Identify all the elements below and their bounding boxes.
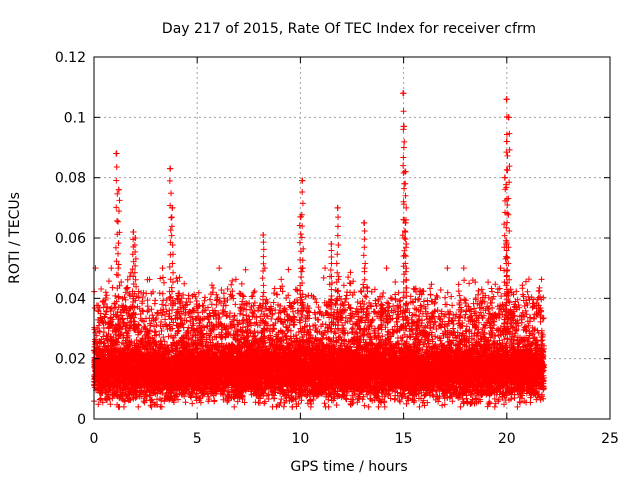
data-point — [122, 303, 129, 310]
data-point — [229, 277, 236, 284]
data-point — [180, 291, 187, 298]
data-point — [232, 276, 239, 283]
data-point — [208, 282, 215, 289]
data-point — [91, 326, 98, 333]
data-point — [107, 401, 114, 408]
data-point — [173, 309, 180, 316]
data-point — [173, 275, 180, 282]
data-point — [120, 319, 127, 326]
data-point — [97, 396, 104, 403]
data-point — [96, 304, 103, 311]
data-point — [122, 296, 129, 303]
data-point — [152, 297, 159, 304]
data-point — [124, 284, 131, 291]
data-point — [109, 316, 116, 323]
data-point — [126, 343, 133, 350]
data-point — [105, 278, 112, 285]
data-point — [98, 286, 105, 293]
data-point — [156, 290, 163, 297]
data-point — [105, 324, 112, 331]
data-point — [122, 289, 129, 296]
data-point — [182, 399, 189, 406]
data-point — [118, 279, 125, 286]
data-point — [126, 292, 133, 299]
data-point — [211, 397, 218, 404]
data-point — [161, 279, 168, 286]
data-point — [185, 292, 192, 299]
data-point — [144, 303, 151, 310]
data-point — [123, 285, 130, 292]
data-point — [117, 331, 124, 338]
data-point — [232, 301, 239, 308]
data-point — [251, 299, 258, 306]
data-point — [103, 292, 110, 299]
data-point — [238, 280, 245, 287]
data-point — [201, 294, 208, 301]
data-point — [239, 317, 246, 324]
data-point — [121, 398, 128, 405]
data-point — [189, 400, 196, 407]
data-point — [119, 316, 126, 323]
data-point — [121, 294, 128, 301]
data-point — [159, 290, 166, 297]
data-point — [128, 338, 135, 345]
data-point — [159, 301, 166, 308]
data-point — [236, 310, 243, 317]
data-point — [228, 281, 235, 288]
data-point — [135, 403, 142, 410]
data-point — [126, 290, 133, 297]
data-point — [107, 308, 114, 315]
data-point — [99, 318, 106, 325]
data-point — [181, 280, 188, 287]
data-point — [175, 327, 182, 334]
data-point — [92, 329, 99, 336]
data-point — [99, 399, 106, 406]
data-point — [108, 321, 115, 328]
data-point — [120, 332, 127, 339]
data-point — [106, 395, 113, 402]
data-point — [210, 285, 217, 292]
data-point — [107, 315, 114, 322]
data-point — [108, 265, 115, 272]
data-point — [100, 329, 107, 336]
data-point — [104, 303, 111, 310]
data-point — [124, 276, 131, 283]
data-point — [120, 403, 127, 410]
data-point — [120, 307, 127, 314]
data-point — [93, 332, 100, 339]
data-point — [102, 289, 109, 296]
data-point — [100, 340, 107, 347]
data-point — [101, 340, 108, 347]
data-point — [92, 265, 99, 272]
data-point — [125, 332, 132, 339]
data-point — [216, 265, 223, 272]
points-layer — [91, 90, 547, 410]
data-point — [231, 403, 238, 410]
data-point — [112, 292, 119, 299]
data-point — [145, 307, 152, 314]
data-point — [242, 266, 249, 273]
data-point — [159, 265, 166, 272]
data-point — [251, 320, 258, 327]
data-point — [117, 324, 124, 331]
data-point — [114, 338, 121, 345]
data-point — [95, 322, 102, 329]
data-point — [95, 401, 102, 408]
data-point — [101, 300, 108, 307]
data-point — [157, 275, 164, 282]
data-point — [102, 294, 109, 301]
data-point — [159, 274, 166, 281]
data-point — [95, 328, 102, 335]
